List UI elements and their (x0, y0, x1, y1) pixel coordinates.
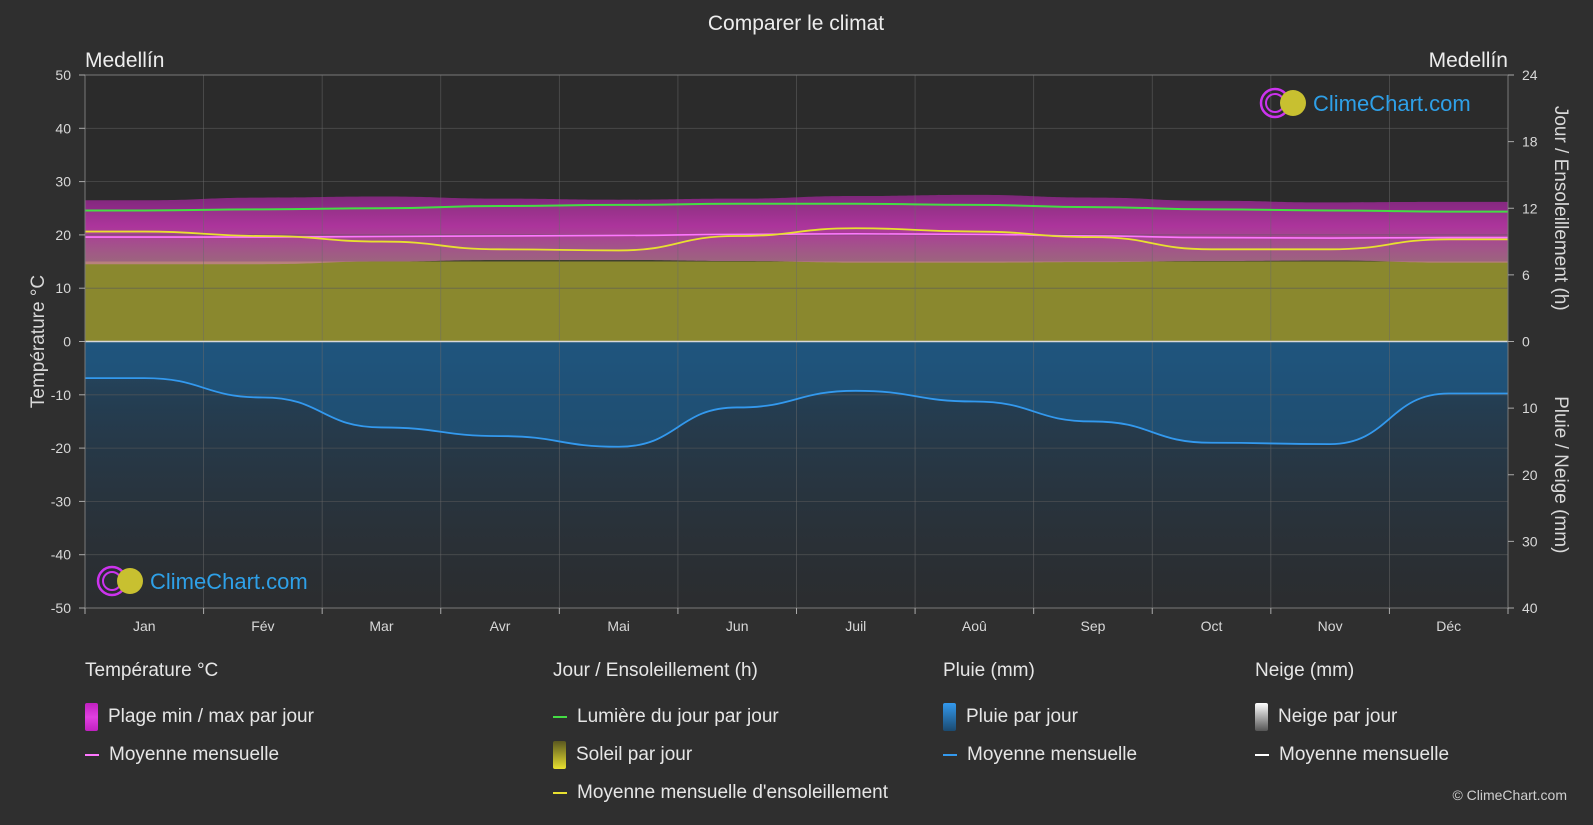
y-left-tick-label: -10 (51, 387, 71, 403)
x-tick-label: Nov (1318, 618, 1343, 634)
chart-lines (85, 202, 1508, 448)
y-left-tick-label: 0 (63, 334, 71, 350)
y-left-tick-label: 50 (55, 67, 71, 83)
sunshine-swatch (553, 741, 566, 769)
legend-temperature-title: Température °C (85, 660, 219, 681)
legend-sunshine: Soleil par jour (553, 736, 888, 774)
y-left-tick-label: -20 (51, 440, 71, 456)
brand-logo-top: ClimeChart.com (1259, 87, 1471, 119)
legend-sunshine-mean-label: Moyenne mensuelle d'ensoleillement (577, 782, 888, 803)
daylight-line (85, 202, 1508, 213)
x-tick-label: Oct (1201, 618, 1223, 634)
chart-axes: 50 40 30 20 10 0 -10 -20 -30 -40 -50 24 18 12 6 0 10 20 30… (28, 67, 1571, 634)
x-tick-label: Juil (845, 618, 866, 634)
sunshine-mean-swatch (553, 792, 567, 794)
legend-daylight: Lumière du jour par jour (553, 698, 888, 736)
legend-sun: Jour / Ensoleillement (h) Lumière du jou… (553, 660, 888, 812)
legend-snow-mean-label: Moyenne mensuelle (1279, 744, 1450, 765)
y-right-top-tick-label: 12 (1522, 200, 1538, 216)
legend-sunshine-mean: Moyenne mensuelle d'ensoleillement (553, 774, 888, 812)
legend-rain-day: Pluie par jour (943, 698, 1137, 736)
snow-mean-swatch (1255, 754, 1269, 756)
legend-rain-title: Pluie (mm) (943, 660, 1035, 681)
chart-title: Comparer le climat (708, 12, 884, 35)
temp-mean-swatch (85, 754, 99, 756)
climate-chart: Comparer le climat Medellín Medellín 50 4… (28, 12, 1571, 634)
location-left: Medellín (85, 49, 164, 72)
legend-snow-mean: Moyenne mensuelle (1255, 736, 1449, 774)
rain-mean-swatch (943, 754, 957, 756)
legend-temp-mean-label: Moyenne mensuelle (109, 744, 280, 765)
y-right-top-tick-label: 24 (1522, 67, 1538, 83)
legend-rain-day-label: Pluie par jour (966, 706, 1078, 727)
brand-logo-bottom: ClimeChart.com (96, 565, 308, 597)
copyright: © ClimeChart.com (1452, 787, 1567, 803)
legend-rain-mean-label: Moyenne mensuelle (967, 744, 1138, 765)
y-left-tick-label: -30 (51, 493, 71, 509)
y-right-top-tick-label: 0 (1522, 334, 1530, 350)
x-tick-label: Sep (1080, 618, 1105, 634)
y-left-tick-label: 10 (55, 280, 71, 296)
sunshine-mean-line (85, 227, 1508, 252)
y-right-top-tick-label: 6 (1522, 267, 1530, 283)
x-tick-label: Jun (726, 618, 749, 634)
legend-rain: Pluie (mm) Pluie par jour Moyenne mensue… (943, 660, 1137, 774)
legend-sun-title: Jour / Ensoleillement (h) (553, 660, 758, 681)
brand-text-top: ClimeChart.com (1313, 91, 1471, 116)
y-left-tick-label: 20 (55, 227, 71, 243)
y-left-axis-label: Température °C (28, 275, 49, 408)
y-left-tick-label: -40 (51, 547, 71, 563)
legend-daylight-label: Lumière du jour par jour (577, 706, 779, 727)
legend-snow-title: Neige (mm) (1255, 660, 1355, 681)
snow-swatch (1255, 703, 1268, 731)
y-left-tick-label: -50 (51, 600, 71, 616)
daylight-swatch (553, 716, 567, 718)
legend-sunshine-label: Soleil par jour (576, 744, 693, 765)
x-tick-label: Avr (490, 618, 511, 634)
legend-temp-mean: Moyenne mensuelle (85, 736, 314, 774)
y-left-tick-label: 30 (55, 174, 71, 190)
x-tick-label: Mai (607, 618, 630, 634)
legend-temp-range-label: Plage min / max par jour (108, 706, 314, 727)
x-tick-label: Fév (251, 618, 274, 634)
y-left-tick-label: 40 (55, 120, 71, 136)
x-tick-label: Mar (369, 618, 393, 634)
y-right-top-axis-label: Jour / Ensoleillement (h) (1550, 106, 1571, 311)
legend-snow: Neige (mm) Neige par jour Moyenne mensue… (1255, 660, 1449, 774)
y-right-bottom-axis-label: Pluie / Neige (mm) (1550, 396, 1571, 553)
legend-snow-day: Neige par jour (1255, 698, 1449, 736)
rain-mean-line (85, 377, 1508, 448)
y-right-bottom-tick-label: 30 (1522, 533, 1538, 549)
x-tick-label: Jan (133, 618, 156, 634)
y-right-top-tick-label: 18 (1522, 134, 1538, 150)
temp-range-swatch (85, 703, 98, 731)
legend-temp-range: Plage min / max par jour (85, 698, 314, 736)
rain-swatch (943, 703, 956, 731)
x-tick-label: Déc (1436, 618, 1461, 634)
legend-temperature: Température °C Plage min / max par jour … (85, 660, 314, 774)
y-right-bottom-tick-label: 40 (1522, 600, 1538, 616)
legend-snow-day-label: Neige par jour (1278, 706, 1398, 727)
legend: Température °C Plage min / max par jour … (0, 660, 1593, 820)
brand-text-bottom: ClimeChart.com (150, 569, 308, 594)
location-right: Medellín (1429, 49, 1508, 72)
y-right-bottom-tick-label: 10 (1522, 400, 1538, 416)
y-right-bottom-tick-label: 20 (1522, 467, 1538, 483)
x-tick-label: Aoû (962, 618, 987, 634)
legend-rain-mean: Moyenne mensuelle (943, 736, 1137, 774)
